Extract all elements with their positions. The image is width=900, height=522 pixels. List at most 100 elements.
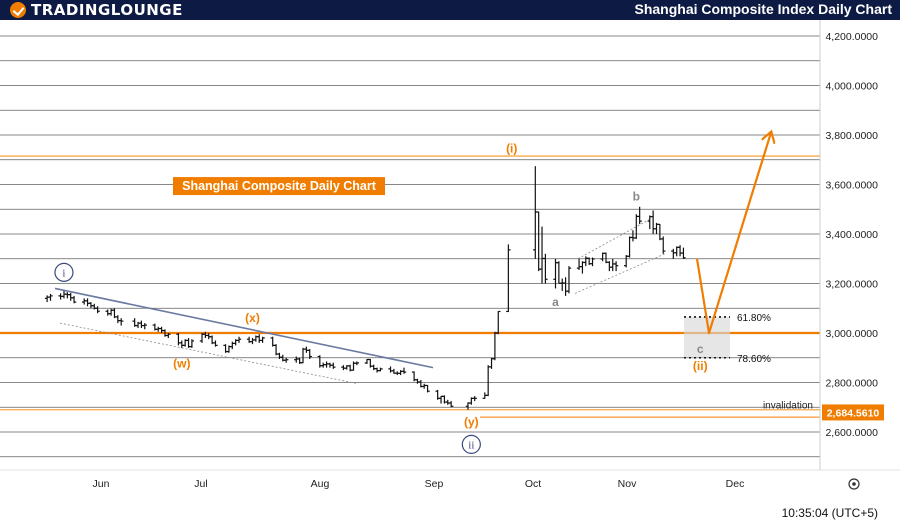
timestamp: 10:35:04 (UTC+5) [781, 506, 878, 520]
brand-logo: TRADINGLOUNGE [10, 1, 183, 19]
y-tick-label: 3,000.0000 [825, 328, 878, 340]
ohlc-bars [44, 166, 686, 410]
settings-icon[interactable] [848, 478, 860, 490]
ohlc-bar [156, 326, 161, 332]
ohlc-bar [489, 357, 494, 369]
ohlc-bar [71, 295, 77, 304]
ohlc-bar [650, 210, 656, 234]
ohlc-bar [624, 255, 629, 268]
price-chart[interactable]: 61.80% 78.60% i (x) (w) (y) ii (i) a b c (ii) Shang… [0, 20, 900, 522]
ohlc-bar [425, 384, 430, 393]
ohlc-bar [661, 236, 666, 254]
ohlc-bar [630, 230, 636, 242]
ohlc-bar [603, 252, 609, 264]
y-tick-label: 3,600.0000 [825, 180, 878, 192]
price-tag-label: 2,684.5610 [827, 407, 880, 419]
fib-zones: 61.80% 78.60% [684, 313, 771, 365]
logo-text: TRADINGLOUNGE [31, 1, 183, 19]
price-tag: 2,684.5610 [822, 404, 884, 421]
y-tick-label: 3,200.0000 [825, 279, 878, 291]
ohlc-bar [506, 244, 511, 313]
ohlc-bar [354, 361, 360, 366]
x-tick-label: Nov [618, 478, 637, 490]
ohlc-bar [496, 310, 501, 335]
ohlc-bar [166, 333, 171, 338]
ohlc-bar [485, 365, 491, 397]
ohlc-bar [176, 333, 181, 346]
ohlc-bar [613, 261, 619, 272]
ohlc-bar [236, 336, 242, 343]
ohlc-bar [536, 211, 541, 272]
ohlc-bar [142, 323, 147, 330]
ohlc-bar [105, 309, 110, 316]
ohlc-bar [543, 253, 548, 284]
x-tick-label: Oct [525, 478, 541, 490]
axes: 4,200.0000 4,000.0000 3,800.0000 3,600.0000… [0, 20, 900, 490]
x-tick-label: Aug [311, 478, 330, 490]
wave-label: ii [468, 439, 474, 451]
wave-label: (y) [464, 415, 479, 429]
y-tick-label: 3,400.0000 [825, 229, 878, 241]
ohlc-bar [560, 278, 565, 291]
grid-lines [0, 35, 820, 458]
invalidation-label: invalidation [763, 401, 813, 412]
ohlc-bar [119, 318, 124, 326]
ohlc-bar [44, 295, 50, 303]
ohlc-bar [85, 298, 90, 307]
ohlc-bar [671, 248, 676, 259]
y-tick-label: 4,000.0000 [825, 81, 878, 93]
ohlc-bar [88, 302, 94, 309]
y-tick-label: 2,800.0000 [825, 378, 878, 390]
ohlc-bar [539, 226, 545, 284]
ohlc-bar [65, 292, 70, 299]
wave-label: b [633, 190, 640, 204]
wave-label-circle [461, 434, 481, 454]
ohlc-bar [438, 395, 444, 404]
ohlc-bar [637, 206, 642, 225]
trend-lines [54, 218, 666, 385]
chart-title-box: Shanghai Composite Daily Chart [173, 177, 385, 196]
ohlc-bar [283, 357, 289, 363]
ohlc-bar [189, 339, 195, 348]
ohlc-bar [610, 258, 615, 272]
y-tick-label: 4,200.0000 [825, 31, 878, 43]
ohlc-bar [388, 366, 393, 373]
ohlc-bar [445, 399, 450, 405]
ohlc-bar [378, 367, 383, 372]
ohlc-bar [213, 340, 218, 347]
ohlc-bar [179, 340, 184, 348]
ohlc-bar [580, 261, 585, 274]
channel-upper [577, 218, 651, 260]
wave-label: (w) [173, 357, 190, 371]
projection-arrow [695, 133, 771, 335]
x-tick-label: Sep [425, 478, 444, 490]
ohlc-bar [647, 215, 652, 230]
ohlc-bar [556, 261, 562, 284]
ohlc-bar [260, 336, 265, 343]
y-tick-label: 3,800.0000 [825, 130, 878, 142]
wave-label: (i) [506, 141, 517, 155]
ohlc-bar [48, 293, 53, 301]
ohlc-bar [371, 364, 376, 371]
wave-labels: i (x) (w) (y) ii (i) a b c (ii) Shanghai Composite… [54, 141, 813, 454]
x-tick-label: Dec [726, 478, 745, 490]
channel-lower [574, 253, 666, 294]
ohlc-bar [401, 367, 407, 374]
page-title: Shanghai Composite Index Daily Chart [634, 1, 893, 17]
wave-label: a [552, 295, 559, 309]
x-tick-label: Jul [194, 478, 207, 490]
ohlc-bar [81, 298, 87, 305]
header-bar: TRADINGLOUNGE Shanghai Composite Index D… [0, 0, 900, 20]
ohlc-bar [115, 315, 121, 324]
fib-label: 78.60% [737, 354, 771, 365]
ohlc-bar [448, 401, 454, 408]
ohlc-bar [304, 346, 309, 353]
ohlc-bar [657, 223, 663, 241]
trendline-lower [59, 322, 359, 385]
ohlc-bar [257, 334, 262, 343]
wave-label: (ii) [693, 359, 708, 373]
ohlc-bar [139, 320, 144, 329]
trendline-upper [54, 287, 434, 369]
logo-icon [10, 2, 26, 18]
wave-label: i [62, 267, 65, 279]
